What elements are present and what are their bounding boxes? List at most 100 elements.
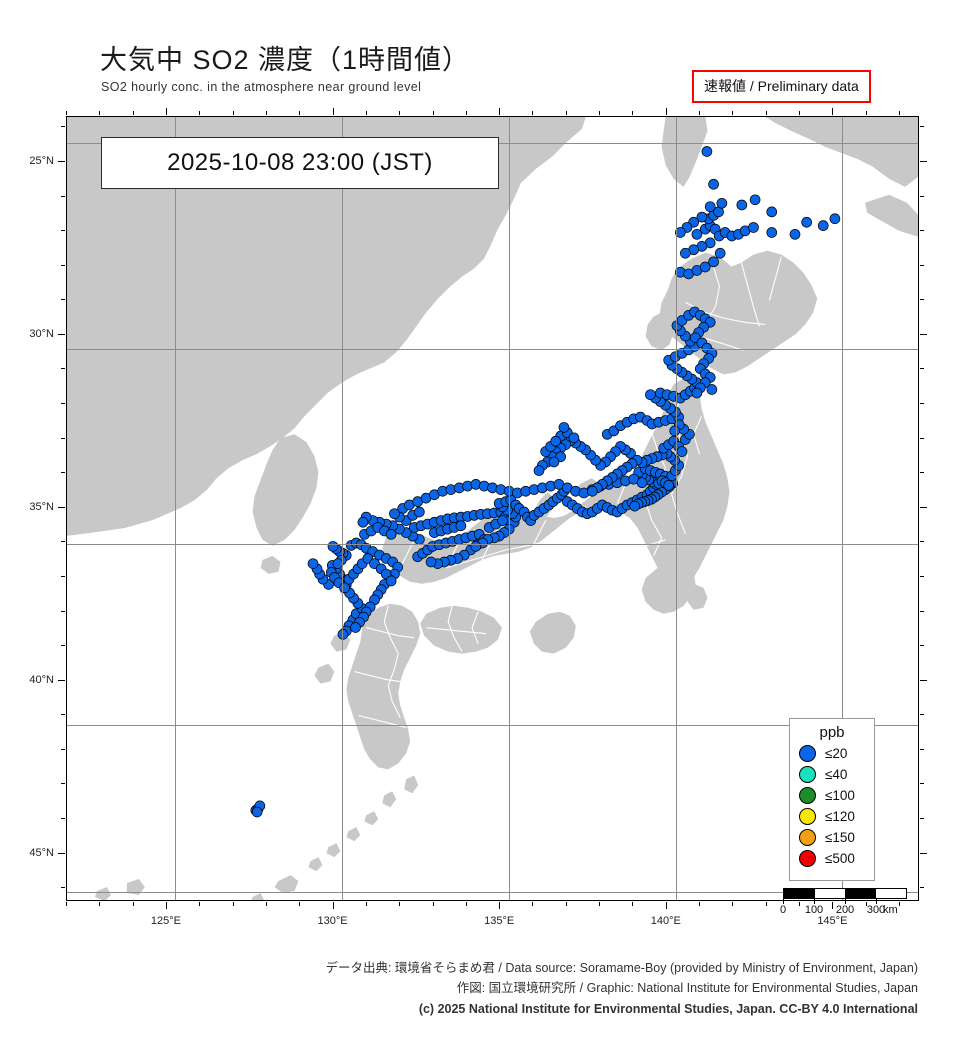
y-axis-tick <box>58 160 65 162</box>
footer-graphic-credit: 作図: 国立環境研究所 / Graphic: National Institut… <box>456 981 918 995</box>
x-axis-tick-top <box>165 108 167 115</box>
y-axis-tick <box>61 575 65 577</box>
gridline-v <box>175 117 176 900</box>
y-axis-tick-right <box>920 126 924 128</box>
gridline-h <box>67 349 918 350</box>
station-marker <box>675 227 686 238</box>
station-marker <box>801 216 812 228</box>
x-axis-tick-top <box>465 111 467 115</box>
y-axis-tick <box>61 230 65 232</box>
y-axis-tick-right <box>920 783 924 785</box>
station-marker <box>696 211 708 223</box>
x-axis-tick <box>132 902 134 906</box>
y-axis-tick <box>61 714 65 716</box>
scale-bar-ticks <box>783 899 907 904</box>
y-axis-tick-right <box>920 748 924 750</box>
station-marker <box>748 222 759 233</box>
station-marker <box>701 146 713 157</box>
y-axis-tick <box>61 126 65 128</box>
station-marker <box>550 435 561 447</box>
y-axis-label: 35°N <box>29 500 54 513</box>
y-axis-tick-right <box>920 679 927 681</box>
x-axis-tick <box>899 902 900 906</box>
station-marker <box>789 228 801 240</box>
x-axis-tick <box>532 902 534 906</box>
station-marker <box>385 575 397 587</box>
legend-label: ≤120 <box>825 809 855 824</box>
x-axis-tick <box>399 902 401 906</box>
y-axis-tick <box>61 472 65 474</box>
station-marker <box>327 541 339 552</box>
station-marker <box>749 194 761 206</box>
station-marker <box>533 465 545 476</box>
station-marker <box>389 508 400 520</box>
y-axis-tick <box>58 852 65 854</box>
scale-bar-graphic <box>783 888 907 899</box>
y-axis-tick-right <box>920 818 924 819</box>
scale-bar: 0 100 200 300 km <box>779 888 907 918</box>
footer-data-source: データ出典: 環境省そらまめ君 / Data source: Soramame-… <box>325 961 918 975</box>
y-axis-tick <box>61 818 65 819</box>
timestamp-box: 2025-10-08 23:00 (JST) <box>101 137 499 189</box>
x-axis-tick-top <box>699 111 701 115</box>
y-axis-tick <box>61 299 65 301</box>
station-marker <box>636 477 648 489</box>
station-marker <box>708 256 719 268</box>
gridline-v <box>842 117 843 900</box>
y-axis-tick-right <box>920 333 927 335</box>
x-axis-tick-top <box>765 111 767 115</box>
x-axis-tick-top <box>665 108 667 115</box>
station-marker <box>766 206 778 218</box>
y-axis-tick <box>61 748 65 750</box>
scale-bar-tick-label: 0 <box>779 904 787 916</box>
y-axis-tick <box>61 783 65 785</box>
y-axis-tick <box>61 368 65 370</box>
y-axis-label: 45°N <box>29 846 54 859</box>
y-axis-tick-right <box>920 575 924 577</box>
legend-label: ≤100 <box>825 788 855 803</box>
legend-title: ppb <box>819 724 845 741</box>
map-plot-area[interactable]: .land{fill:#c8c8c8;stroke:none;} .pref{f… <box>66 116 919 901</box>
page-subtitle: SO2 hourly conc. in the atmosphere near … <box>101 80 422 94</box>
station-marker <box>669 425 681 437</box>
page-title: 大気中 SO2 濃度（1時間値） <box>100 45 471 75</box>
legend-row: ≤120 <box>790 806 874 827</box>
y-axis-tick-right <box>920 403 924 405</box>
x-axis-tick <box>865 902 867 906</box>
x-axis-tick-top <box>865 111 867 115</box>
y-axis-tick <box>58 679 65 681</box>
preliminary-data-badge: 速報値 / Preliminary data <box>692 70 871 103</box>
y-axis-tick-right <box>920 610 924 612</box>
x-axis-tick <box>99 902 101 906</box>
x-axis-label: 130°E <box>317 915 348 927</box>
x-axis-tick <box>365 902 367 906</box>
x-axis-tick <box>199 902 201 906</box>
japan-map-svg: .land{fill:#c8c8c8;stroke:none;} .pref{f… <box>67 117 918 900</box>
scale-bar-labels: 0 100 200 300 <box>779 904 907 918</box>
legend-row: ≤20 <box>790 743 874 764</box>
y-axis-tick <box>61 264 65 266</box>
x-axis-tick-top <box>899 111 900 115</box>
x-axis-label: 145°E <box>817 915 848 927</box>
station-marker <box>663 480 675 491</box>
x-axis-tick-top <box>365 111 367 115</box>
gridline-v <box>509 117 510 900</box>
x-axis-tick-top <box>565 111 567 115</box>
station-marker <box>414 506 425 518</box>
footer-copyright: (c) 2025 National Institute for Environm… <box>418 1002 918 1016</box>
station-marker <box>455 520 467 532</box>
x-axis-tick <box>465 902 467 906</box>
y-axis-tick-right <box>920 714 924 716</box>
station-marker <box>691 387 703 399</box>
legend-row: ≤40 <box>790 764 874 785</box>
station-marker <box>680 247 691 259</box>
station-marker <box>645 389 656 401</box>
station-marker <box>699 261 711 273</box>
y-axis-tick-right <box>920 299 924 301</box>
legend-label: ≤150 <box>825 830 855 845</box>
station-marker <box>766 227 778 238</box>
x-axis-tick <box>499 902 501 909</box>
gridline-v <box>676 117 677 900</box>
x-axis-tick <box>265 902 267 906</box>
legend-color-swatch <box>799 850 816 867</box>
